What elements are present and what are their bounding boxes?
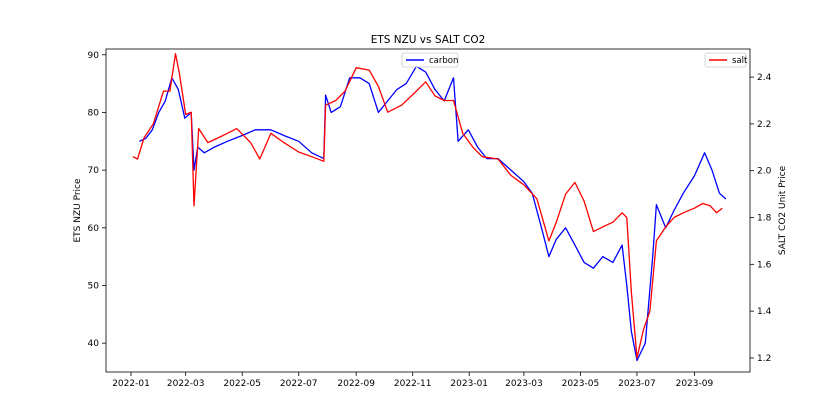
- x-tick-label: 2022-09: [337, 379, 375, 389]
- y-right-tick-label: 2.0: [757, 167, 772, 177]
- y-left-tick-label: 70: [88, 166, 100, 176]
- y-left-tick-label: 80: [88, 108, 100, 118]
- y-left-tick-label: 60: [88, 224, 100, 234]
- x-tick-label: 2023-09: [676, 379, 714, 389]
- x-axis: 2022-01 2022-03 2022-05 2022-07 2022-09 2022-…: [112, 372, 713, 389]
- y-right-tick-label: 2.2: [757, 120, 771, 130]
- y-right-tick-label: 1.4: [757, 307, 772, 317]
- y-right-tick-label: 1.2: [757, 354, 771, 364]
- y-left-tick-label: 50: [88, 281, 100, 291]
- x-tick-label: 2023-07: [618, 379, 656, 389]
- legend-label: carbon: [429, 56, 458, 66]
- x-tick-label: 2022-03: [167, 379, 205, 389]
- legend-carbon: carbon: [401, 52, 459, 68]
- y-right-tick-label: 1.8: [757, 214, 772, 224]
- x-tick-label: 2023-03: [505, 379, 543, 389]
- series-line-salt: [132, 53, 723, 359]
- x-tick-label: 2022-11: [394, 379, 432, 389]
- x-tick-label: 2022-01: [112, 379, 150, 389]
- y-left-tick-label: 90: [88, 51, 100, 61]
- series-layer: [132, 53, 727, 362]
- legend-salt: salt: [704, 52, 748, 68]
- y-left-tick-label: 40: [88, 339, 100, 349]
- y-right-tick-label: 2.4: [757, 73, 772, 83]
- y-right-tick-label: 1.6: [757, 260, 772, 270]
- x-tick-label: 2022-05: [223, 379, 261, 389]
- legend-layer: carbon salt: [401, 52, 748, 68]
- chart-title: ETS NZU vs SALT CO2: [371, 34, 486, 46]
- x-tick-label: 2022-07: [280, 379, 318, 389]
- series-line-carbon: [139, 65, 727, 362]
- legend-box: [401, 52, 459, 68]
- y-axis-left: 40 50 60 70 80 90: [88, 51, 106, 349]
- legend-label: salt: [732, 56, 748, 66]
- y-axis-right-title: SALT CO2 Unit Price: [778, 165, 788, 255]
- y-axis-right: 1.2 1.4 1.6 1.8 2.0 2.2 2.4: [750, 73, 772, 364]
- y-axis-left-title: ETS NZU Price: [73, 178, 83, 243]
- plot-frame: [105, 48, 751, 373]
- x-tick-label: 2023-01: [450, 379, 488, 389]
- x-tick-label: 2023-05: [562, 379, 600, 389]
